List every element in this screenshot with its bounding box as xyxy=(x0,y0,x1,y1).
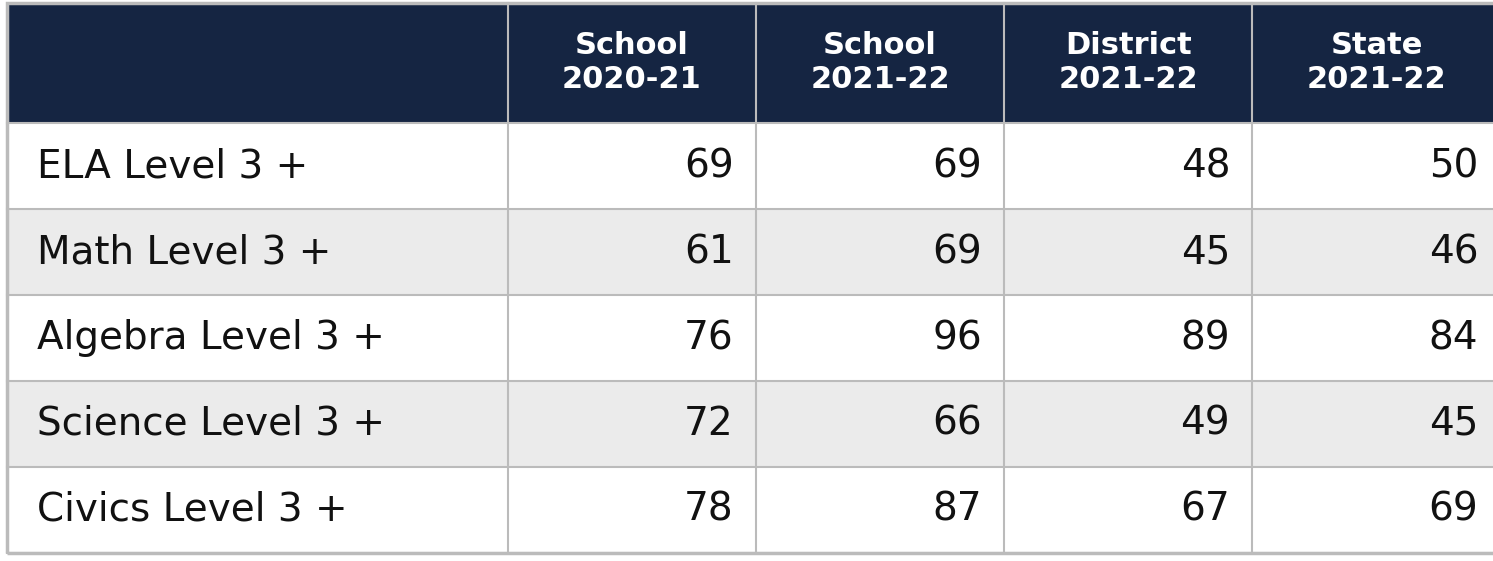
Bar xyxy=(508,123,755,209)
Text: Math Level 3 +: Math Level 3 + xyxy=(37,233,331,271)
Text: 61: 61 xyxy=(684,233,733,271)
Bar xyxy=(755,381,1005,467)
Text: 45: 45 xyxy=(1429,405,1478,443)
Bar xyxy=(1253,381,1493,467)
Text: 69: 69 xyxy=(684,148,733,185)
Text: 89: 89 xyxy=(1181,319,1230,357)
Text: 84: 84 xyxy=(1429,319,1478,357)
Text: 50: 50 xyxy=(1429,148,1478,185)
Text: Science Level 3 +: Science Level 3 + xyxy=(37,405,385,443)
Bar xyxy=(508,295,755,381)
Text: 76: 76 xyxy=(684,319,733,357)
Bar xyxy=(755,123,1005,209)
Bar xyxy=(1253,123,1493,209)
Bar xyxy=(7,381,508,467)
Text: 46: 46 xyxy=(1429,233,1478,271)
Bar xyxy=(7,295,508,381)
Text: School: School xyxy=(575,31,688,59)
Text: 78: 78 xyxy=(684,491,733,528)
Text: 66: 66 xyxy=(932,405,982,443)
Bar xyxy=(508,209,755,295)
Bar xyxy=(7,3,508,123)
Text: 67: 67 xyxy=(1181,491,1230,528)
Bar xyxy=(755,209,1005,295)
Bar xyxy=(1005,209,1253,295)
Bar xyxy=(1005,467,1253,553)
Bar xyxy=(1253,295,1493,381)
Text: 69: 69 xyxy=(932,233,982,271)
Text: 87: 87 xyxy=(932,491,982,528)
Bar xyxy=(7,123,508,209)
Bar xyxy=(1005,295,1253,381)
Text: 69: 69 xyxy=(1429,491,1478,528)
Text: 72: 72 xyxy=(684,405,733,443)
Text: 2021-22: 2021-22 xyxy=(1306,66,1447,94)
Text: 2021-22: 2021-22 xyxy=(1059,66,1199,94)
Text: State: State xyxy=(1330,31,1423,59)
Text: School: School xyxy=(823,31,938,59)
Bar xyxy=(1253,467,1493,553)
Bar xyxy=(1253,209,1493,295)
Text: Civics Level 3 +: Civics Level 3 + xyxy=(37,491,348,528)
Text: District: District xyxy=(1065,31,1191,59)
Text: ELA Level 3 +: ELA Level 3 + xyxy=(37,148,309,185)
Bar xyxy=(1253,3,1493,123)
Bar xyxy=(1005,123,1253,209)
Bar xyxy=(508,3,755,123)
Text: 2020-21: 2020-21 xyxy=(561,66,702,94)
Bar xyxy=(755,295,1005,381)
Bar xyxy=(508,467,755,553)
Text: 2021-22: 2021-22 xyxy=(811,66,950,94)
Text: 48: 48 xyxy=(1181,148,1230,185)
Bar xyxy=(7,209,508,295)
Bar xyxy=(7,467,508,553)
Text: 49: 49 xyxy=(1181,405,1230,443)
Bar xyxy=(755,3,1005,123)
Bar xyxy=(508,381,755,467)
Text: 45: 45 xyxy=(1181,233,1230,271)
Text: 96: 96 xyxy=(932,319,982,357)
Bar xyxy=(755,467,1005,553)
Text: 69: 69 xyxy=(932,148,982,185)
Text: Algebra Level 3 +: Algebra Level 3 + xyxy=(37,319,385,357)
Bar xyxy=(1005,3,1253,123)
Bar xyxy=(1005,381,1253,467)
